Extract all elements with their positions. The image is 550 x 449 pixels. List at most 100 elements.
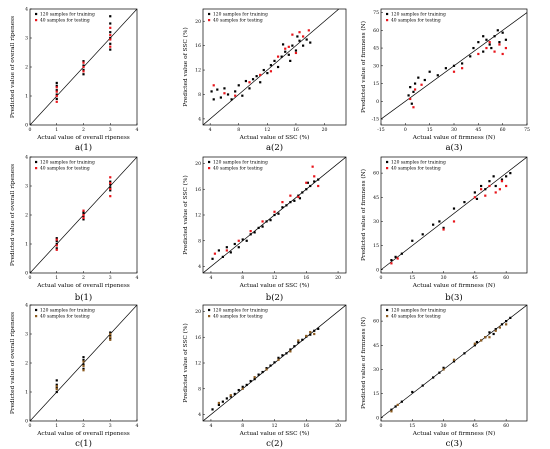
training-point: [55, 386, 58, 389]
testing-point: [241, 387, 244, 390]
x-tick-label: 0: [380, 423, 383, 429]
testing-point: [55, 238, 58, 241]
testing-point: [82, 216, 85, 219]
training-point: [82, 215, 85, 218]
training-point: [217, 403, 220, 406]
testing-point: [413, 88, 417, 91]
testing-point: [289, 350, 292, 353]
legend-label-testing: 40 samples for testing: [391, 167, 441, 172]
training-point: [423, 78, 426, 82]
testing-point: [488, 184, 491, 188]
training-point: [109, 189, 112, 192]
y-tick-label: -15: [372, 117, 379, 123]
training-point: [265, 367, 268, 370]
training-point: [109, 36, 112, 40]
x-tick-label: 30: [451, 127, 457, 133]
x-tick-label: 1: [55, 127, 58, 133]
y-axis-label: Predicted value of SSC (%): [182, 175, 189, 254]
training-point: [248, 87, 251, 90]
x-tick-label: 16: [293, 127, 299, 133]
x-tick-label: 4: [209, 423, 212, 429]
training-point: [297, 194, 300, 197]
testing-point: [480, 188, 483, 191]
testing-point: [55, 94, 58, 98]
x-tick-label: 2: [82, 127, 85, 133]
legend-marker-training: [35, 12, 38, 16]
panel-caption: c(2): [266, 438, 283, 449]
training-point: [249, 379, 252, 383]
y-tick-label: 45: [373, 195, 379, 201]
testing-point: [277, 358, 280, 361]
training-point: [463, 201, 466, 204]
training-point: [253, 378, 256, 381]
x-tick-label: 30: [441, 423, 447, 429]
y-tick-label: 4: [198, 412, 201, 418]
chart-panel-c1: 0 1 2 3 4 0 1 2 3 4 Actual value of overall ripene…: [10, 303, 139, 449]
testing-point: [396, 257, 399, 260]
training-point: [313, 329, 316, 332]
x-tick-label: 45: [472, 275, 478, 281]
x-tick-label: 20: [322, 127, 328, 133]
y-tick-label: 45: [373, 46, 379, 52]
training-point: [245, 239, 248, 242]
training-point: [109, 180, 112, 183]
training-point: [390, 259, 393, 262]
testing-point: [477, 52, 480, 56]
training-point: [257, 373, 260, 376]
training-point: [317, 327, 320, 330]
training-point: [473, 344, 476, 347]
training-point: [55, 97, 58, 100]
y-tick-label: 60: [373, 319, 379, 325]
training-point: [55, 383, 58, 386]
plot-frame: [380, 156, 528, 274]
testing-point: [82, 61, 85, 64]
testing-point: [297, 195, 300, 199]
legend-marker-testing: [35, 19, 38, 22]
testing-point: [409, 97, 412, 101]
training-point: [273, 361, 276, 364]
training-point: [309, 41, 312, 44]
training-point: [488, 331, 491, 334]
y-tick-label: 30: [373, 367, 379, 373]
legend-label-testing: 40 samples for testing: [213, 19, 263, 24]
training-point: [436, 74, 439, 77]
testing-point: [55, 90, 58, 93]
testing-point: [504, 46, 508, 50]
legend-marker-testing: [208, 19, 211, 22]
legend-label-testing: 40 samples for testing: [213, 167, 263, 172]
testing-point: [484, 336, 487, 339]
legend-marker-testing: [35, 315, 38, 318]
training-point: [277, 212, 280, 215]
testing-point: [109, 338, 112, 341]
plot-frame: [380, 8, 528, 126]
training-point: [306, 181, 309, 184]
testing-point: [390, 262, 393, 265]
training-point: [253, 231, 256, 234]
training-point: [280, 55, 283, 58]
x-tick-label: 60: [503, 423, 509, 429]
testing-point: [309, 330, 312, 334]
training-point: [461, 62, 464, 65]
testing-point: [248, 81, 251, 84]
testing-point: [213, 252, 217, 255]
legend-marker-testing: [386, 167, 389, 170]
training-point: [289, 201, 292, 204]
legend-marker-training: [386, 12, 389, 16]
y-tick-label: 8: [198, 386, 201, 392]
testing-point: [82, 70, 85, 73]
training-point: [452, 360, 456, 363]
testing-point: [82, 65, 85, 69]
training-point: [261, 225, 264, 228]
training-point: [237, 388, 240, 392]
training-point: [82, 64, 85, 67]
training-point: [109, 337, 112, 340]
training-point: [452, 207, 456, 210]
testing-point: [488, 336, 491, 339]
training-point: [82, 363, 85, 366]
legend-label-training: 120 samples for training: [40, 160, 95, 165]
testing-point: [109, 187, 112, 190]
training-point: [55, 84, 58, 87]
training-point: [421, 384, 424, 387]
testing-point: [109, 26, 112, 29]
testing-point: [291, 33, 294, 36]
